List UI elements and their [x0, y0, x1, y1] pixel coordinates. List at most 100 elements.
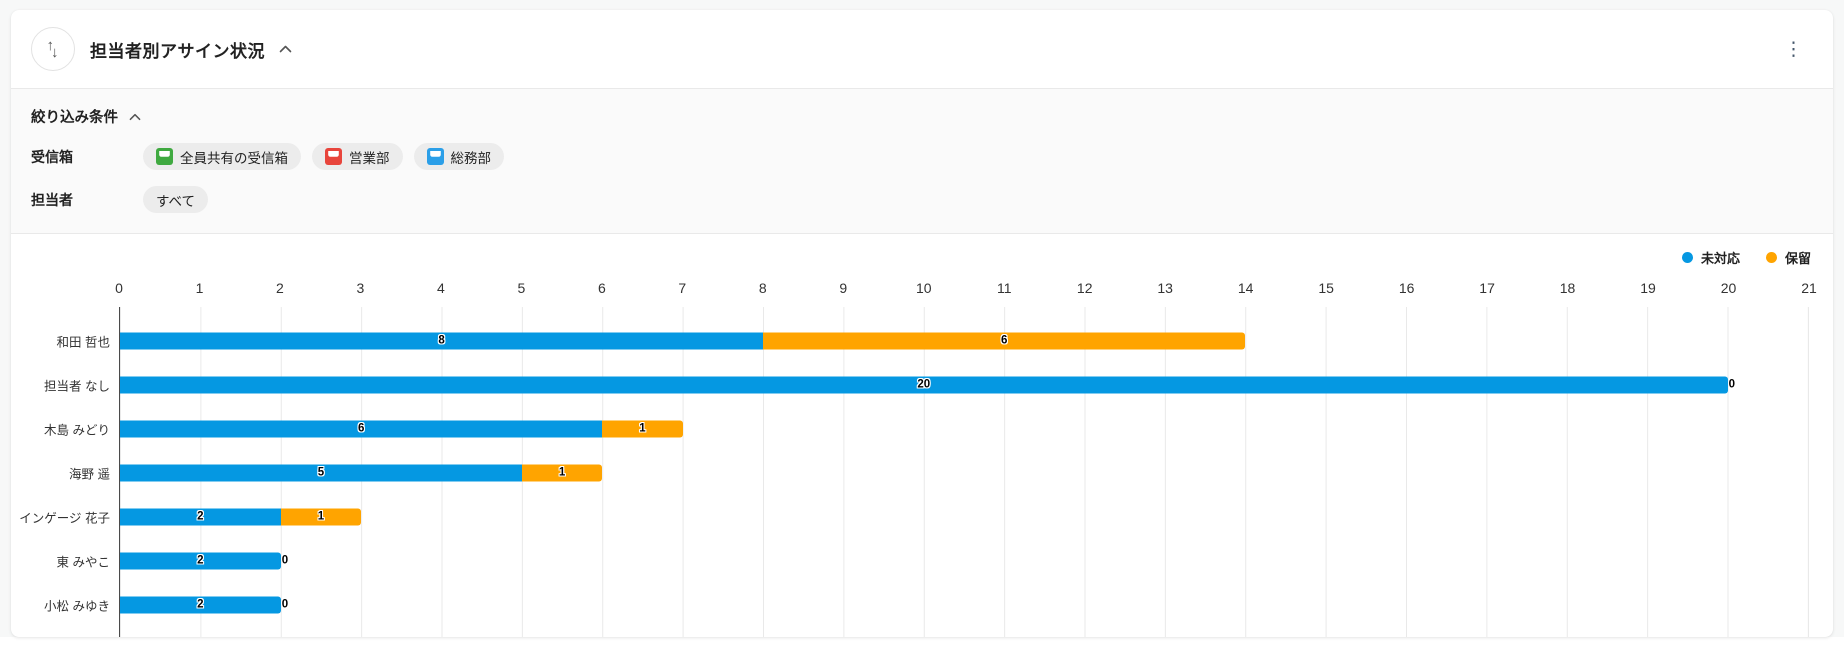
bar-segment-未対応: 2 [120, 596, 281, 614]
x-axis-tick-label: 14 [1237, 280, 1254, 296]
x-axis-tick-label: 11 [996, 280, 1012, 296]
x-axis-tick-label: 8 [758, 280, 767, 296]
bar-value-label: 5 [317, 466, 325, 479]
inbox-icon [156, 148, 173, 165]
assignment-status-widget: ↑ ↓ 担当者別アサイン状況 ⋮ 絞り込み条件 受信箱 全員共有の受信箱 営業部 総務部… [11, 10, 1833, 637]
filter-row-label: 担当者 [31, 191, 73, 208]
filter-row-受信箱: 受信箱 全員共有の受信箱 営業部 総務部 [31, 143, 1813, 170]
bar-row: 小松 みゆき 2 0 [44, 583, 1808, 627]
y-axis-category-label: 海野 遥 [69, 467, 110, 482]
bar-zero-value-label: 0 [281, 598, 289, 611]
bar-row: 東 みやこ 2 0 [57, 539, 1808, 583]
filter-chip-label: すべて [156, 193, 196, 209]
filter-chip[interactable]: 全員共有の受信箱 [143, 143, 301, 170]
filter-chip-label: 全員共有の受信箱 [180, 150, 288, 166]
y-axis-category-label: 小松 みゆき [44, 599, 110, 614]
x-axis-tick-label: 20 [1720, 280, 1737, 296]
bar-segment-未対応: 2 [120, 552, 281, 570]
filter-chip-label: 総務部 [450, 150, 492, 166]
bar-segment-未対応: 6 [120, 420, 603, 438]
x-axis-tick-label: 6 [597, 280, 606, 296]
y-axis-category-label: インゲージ 花子 [19, 511, 110, 526]
bar-chart-plot: 和田 哲也 8 6 担当者 なし 20 0 木島 みどり 6 1 海野 遥 5 1 インゲージ 花子 2 1… [19, 307, 1809, 637]
legend-item-保留[interactable]: 保留 [1765, 248, 1811, 267]
bar-segment-未対応: 5 [120, 464, 522, 482]
filter-chip[interactable]: 営業部 [312, 143, 403, 170]
x-axis-tick-label: 9 [839, 280, 848, 296]
chart-legend: 未対応 保留 [11, 246, 1811, 268]
x-axis-tick-label: 4 [436, 280, 445, 296]
filter-chip[interactable]: 総務部 [413, 143, 504, 170]
filter-chip-label: 営業部 [349, 150, 390, 166]
widget-header: ↑ ↓ 担当者別アサイン状況 ⋮ [11, 10, 1833, 88]
bar-segment-未対応: 8 [120, 332, 764, 350]
bar-zero-value-label: 0 [1728, 378, 1736, 391]
widget-collapse-chevron-up-icon[interactable] [279, 45, 292, 53]
legend-item-未対応[interactable]: 未対応 [1681, 248, 1740, 267]
x-axis-tick-label: 19 [1640, 280, 1656, 296]
bar-segment-保留: 1 [521, 464, 603, 482]
x-axis-tick-label: 5 [517, 280, 526, 296]
bar-segment-保留: 1 [280, 508, 362, 526]
bar-zero-value-label: 0 [281, 554, 289, 567]
divider [11, 233, 1833, 234]
x-axis-tick-label: 12 [1076, 280, 1093, 296]
x-axis-tick-label: 10 [915, 280, 932, 296]
chart-section: 未対応 保留 0 1 2 3 4 5 6 7 8 9 10 11 12 13 14 15 16 17 18 19 20 21… [11, 234, 1833, 637]
x-axis-tick-label: 7 [678, 280, 687, 296]
legend-label: 未対応 [1700, 250, 1740, 266]
kebab-menu-icon[interactable]: ⋮ [1784, 38, 1803, 60]
y-axis-category-label: 担当者 なし [44, 379, 110, 394]
bar-value-label: 2 [197, 598, 204, 611]
arrow-up-icon: ↑ [46, 36, 55, 54]
widget-title: 担当者別アサイン状況 [90, 41, 265, 61]
bar-row: インゲージ 花子 2 1 [19, 495, 1808, 539]
x-axis-tick-label: 1 [195, 280, 204, 296]
y-axis-category-label: 東 みやこ [56, 555, 110, 570]
inbox-icon [426, 148, 444, 165]
stacked-bar: 2 [120, 596, 1808, 614]
x-axis-tick-label: 15 [1318, 280, 1334, 296]
x-axis: 0 1 2 3 4 5 6 7 8 9 10 11 12 13 14 15 16 17 18 19 20 21 [115, 280, 1817, 307]
filter-chip[interactable]: すべて [143, 186, 209, 213]
legend-dot-icon [1681, 251, 1693, 263]
bar-row: 木島 みどり 6 1 [44, 407, 1808, 451]
x-axis-tick-label: 3 [356, 280, 365, 296]
bar-value-label: 1 [639, 422, 646, 435]
legend-label: 保留 [1784, 250, 1811, 266]
bar-value-label: 1 [317, 510, 325, 523]
bar-value-label: 6 [357, 422, 365, 435]
legend-dot-icon [1765, 251, 1777, 263]
arrow-down-icon: ↓ [51, 43, 59, 61]
bar-segment-未対応: 2 [120, 508, 281, 526]
y-axis-category-label: 木島 みどり [44, 423, 110, 438]
x-axis-tick-label: 0 [115, 280, 123, 296]
bar-value-label: 20 [917, 378, 931, 391]
filter-row-担当者: 担当者 すべて [31, 186, 1813, 213]
filter-collapse-chevron-up-icon[interactable] [129, 113, 141, 121]
inbox-icon [325, 148, 342, 165]
bar-value-label: 6 [1000, 334, 1008, 347]
x-axis-tick-label: 18 [1559, 280, 1576, 296]
bar-row: 和田 哲也 8 6 [57, 319, 1808, 363]
filter-row-label: 受信箱 [31, 148, 73, 165]
bar-row: 担当者 なし 20 0 [44, 363, 1808, 407]
x-axis-tick-label: 16 [1398, 280, 1415, 296]
filter-title: 絞り込み条件 [31, 110, 118, 126]
x-axis-tick-label: 13 [1157, 280, 1173, 296]
x-axis-tick-label: 17 [1479, 280, 1495, 296]
stacked-bar: 20 [120, 376, 1808, 394]
divider [11, 88, 1833, 89]
bar-value-label: 8 [438, 334, 445, 347]
x-axis-tick-label: 21 [1801, 280, 1817, 296]
filter-section: 絞り込み条件 受信箱 全員共有の受信箱 営業部 総務部担当者 すべて [11, 89, 1833, 233]
stacked-bar: 2 [120, 552, 1808, 570]
bar-segment-保留: 6 [763, 332, 1246, 350]
sort-arrows-icon[interactable]: ↑ ↓ [31, 27, 75, 71]
y-axis-category-label: 和田 哲也 [56, 335, 110, 350]
dashboard-background: ↑ ↓ 担当者別アサイン状況 ⋮ 絞り込み条件 受信箱 全員共有の受信箱 営業部 総務部… [11, 10, 1833, 637]
